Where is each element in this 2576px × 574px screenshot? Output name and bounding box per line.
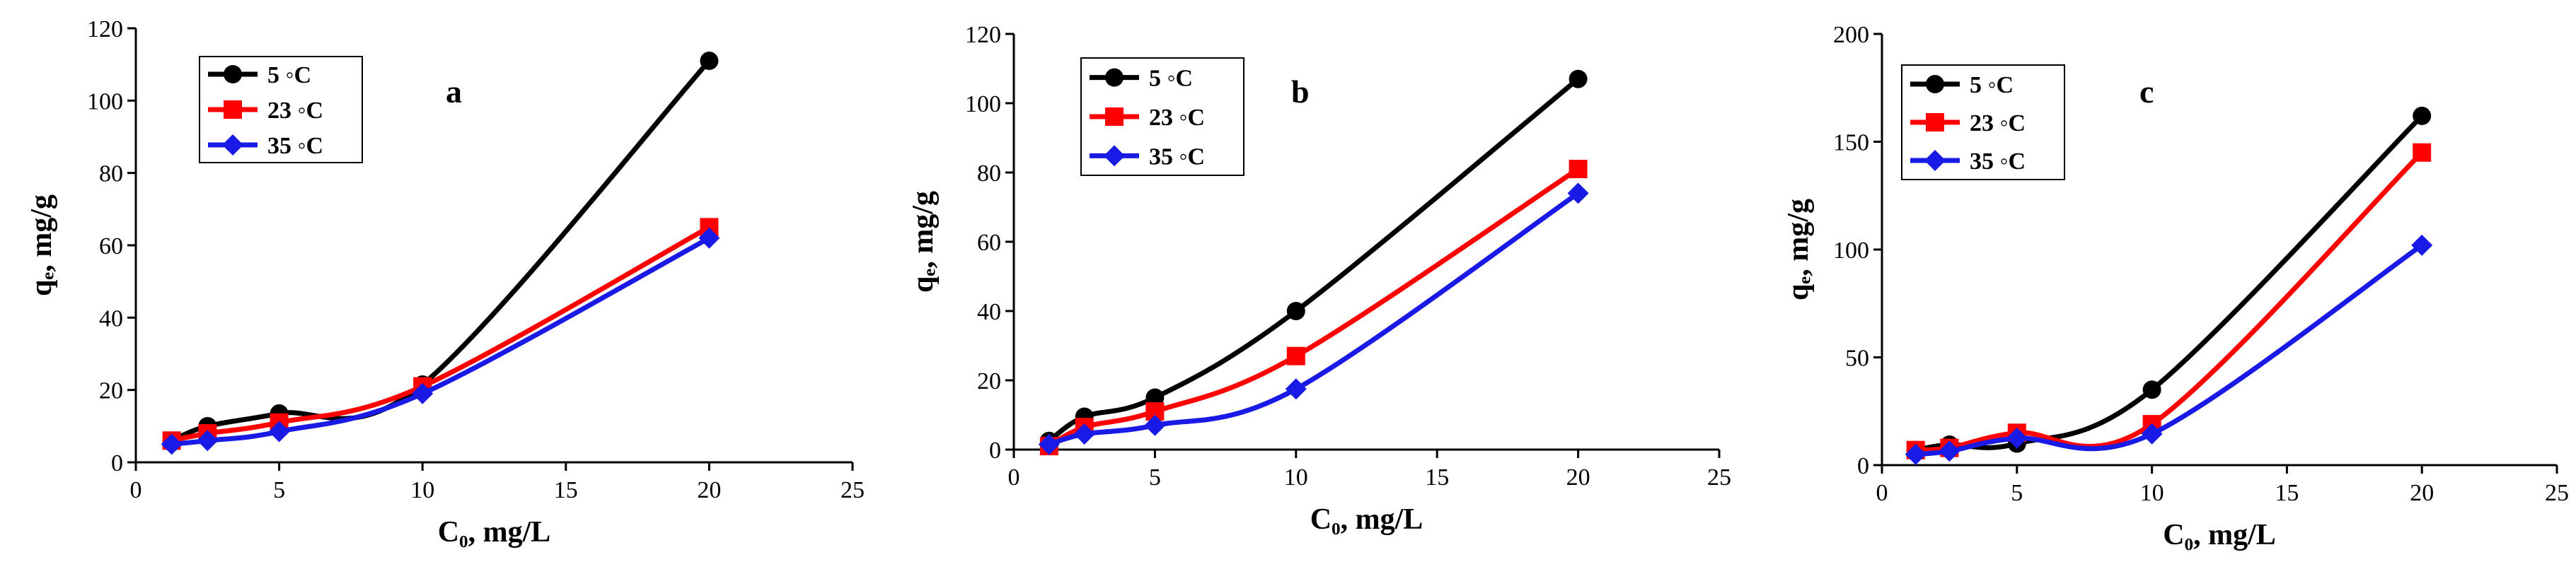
data-point-diamond: [1038, 433, 1060, 455]
data-point-diamond: [2006, 427, 2028, 449]
x-tick-label: 15: [1425, 464, 1449, 491]
y-tick-label: 40: [977, 299, 1001, 325]
y-tick-label: 0: [1857, 453, 1869, 479]
y-axis-title: qₑ, mg/g: [907, 191, 940, 293]
data-point-square: [1286, 346, 1305, 365]
data-point-diamond: [1905, 443, 1927, 465]
x-tick-label: 20: [1566, 464, 1590, 491]
y-tick-label: 100: [1833, 238, 1869, 264]
legend-swatch-marker: [1926, 113, 1944, 131]
x-axis-title: C₀, mg/L: [2163, 519, 2276, 551]
y-tick-label: 80: [99, 161, 123, 187]
data-point-square: [1569, 160, 1588, 179]
x-tick-label: 15: [2275, 480, 2299, 506]
legend-swatch-marker: [1105, 68, 1124, 87]
panel-label: a: [446, 74, 462, 110]
data-point-square: [2413, 143, 2432, 162]
legend-swatch-marker: [224, 65, 242, 83]
data-point-circle: [1569, 69, 1588, 88]
x-tick-label: 20: [697, 477, 721, 503]
x-tick-label: 15: [554, 477, 578, 503]
data-point-diamond: [268, 421, 290, 443]
legend-label: 5 ◦C: [267, 62, 311, 88]
legend-swatch-marker: [1105, 107, 1124, 126]
legend-swatch-marker: [224, 100, 242, 119]
legend-swatch-marker: [222, 134, 243, 156]
y-tick-label: 80: [977, 160, 1001, 187]
y-tick-label: 60: [99, 233, 123, 259]
legend-label: 5 ◦C: [1970, 72, 2014, 98]
y-tick-label: 120: [965, 22, 1001, 48]
x-tick-label: 10: [1284, 464, 1308, 491]
y-tick-label: 0: [111, 450, 123, 476]
data-point-circle: [1286, 302, 1305, 320]
legend-label: 23 ◦C: [267, 98, 323, 124]
series-line-1: [169, 224, 712, 443]
legend-swatch-marker: [1924, 150, 1946, 171]
y-tick-label: 50: [1845, 346, 1869, 372]
x-tick-label: 10: [2140, 480, 2164, 506]
data-point-diamond: [161, 433, 183, 455]
chart-panel-a: 0 20 40 60 80 100 120 0 5 10 15 20 25 C₀, mg/L qₑ, mg/…: [25, 16, 865, 549]
panel-label: c: [2139, 74, 2154, 110]
legend-swatch-marker: [1926, 75, 1944, 93]
y-tick-label: 0: [989, 438, 1001, 464]
data-point-diamond: [2411, 234, 2433, 256]
y-tick-label: 150: [1833, 130, 1869, 156]
legend: 5 ◦C 23 ◦C 35 ◦C: [199, 56, 363, 163]
legend: 5 ◦C 23 ◦C 35 ◦C: [1901, 64, 2065, 180]
y-axis-title: qₑ, mg/g: [1782, 199, 1815, 300]
data-point-diamond: [1939, 440, 1960, 462]
chart-panel-b: 0 20 40 60 80 100 120 0 5 10 15 20 25 C₀, mg/L qₑ, mg/…: [907, 22, 1731, 536]
legend: 5 ◦C 23 ◦C 35 ◦C: [1080, 57, 1244, 176]
data-point-circle: [2413, 106, 2432, 125]
data-point-diamond: [197, 430, 219, 452]
series-line-2: [169, 235, 712, 447]
series-line-1: [1046, 166, 1581, 449]
legend-label: 5 ◦C: [1149, 66, 1193, 92]
legend-label: 35 ◦C: [1970, 148, 2026, 175]
x-tick-label: 25: [1707, 464, 1731, 491]
y-tick-label: 20: [977, 368, 1001, 394]
x-tick-label: 25: [841, 477, 865, 503]
legend-label: 35 ◦C: [267, 133, 323, 159]
y-tick-label: 200: [1833, 22, 1869, 48]
data-point-circle: [2142, 380, 2161, 399]
series-line-2: [1913, 242, 2425, 457]
x-tick-label: 0: [1876, 480, 1888, 506]
y-tick-label: 120: [87, 16, 123, 42]
x-tick-label: 0: [1008, 464, 1020, 491]
legend-label: 35 ◦C: [1149, 144, 1205, 170]
legend-swatch-marker: [1104, 145, 1125, 167]
x-tick-label: 10: [410, 477, 434, 503]
y-tick-label: 20: [99, 378, 123, 404]
y-tick-label: 100: [87, 88, 123, 115]
x-tick-label: 25: [2545, 480, 2569, 506]
y-tick-label: 100: [965, 91, 1001, 117]
data-point-diamond: [1144, 414, 1166, 436]
x-tick-label: 0: [130, 477, 142, 503]
y-tick-label: 60: [977, 230, 1001, 256]
data-point-diamond: [1567, 182, 1589, 204]
data-point-diamond: [2141, 423, 2163, 445]
data-point-circle: [700, 52, 719, 71]
x-tick-label: 5: [1149, 464, 1161, 491]
x-axis-title: C₀, mg/L: [1310, 503, 1423, 536]
data-point-diamond: [1285, 378, 1307, 400]
data-point-diamond: [698, 227, 720, 249]
data-point-circle: [1145, 388, 1165, 407]
y-axis-title: qₑ, mg/g: [25, 194, 58, 296]
x-tick-label: 5: [273, 477, 285, 503]
legend-label: 23 ◦C: [1149, 105, 1205, 131]
x-tick-label: 5: [2011, 480, 2023, 506]
panel-label: b: [1291, 74, 1310, 110]
chart-panel-c: 0 50 100 150 200 0 5 10 15 20 25 C₀, mg/L qₑ, mg/g 5 …: [1782, 22, 2569, 551]
legend-label: 23 ◦C: [1970, 110, 2026, 136]
y-tick-label: 40: [99, 305, 123, 332]
x-axis-title: C₀, mg/L: [438, 516, 551, 549]
data-point-diamond: [1073, 423, 1095, 445]
data-point-diamond: [412, 382, 434, 404]
x-tick-label: 20: [2410, 480, 2434, 506]
